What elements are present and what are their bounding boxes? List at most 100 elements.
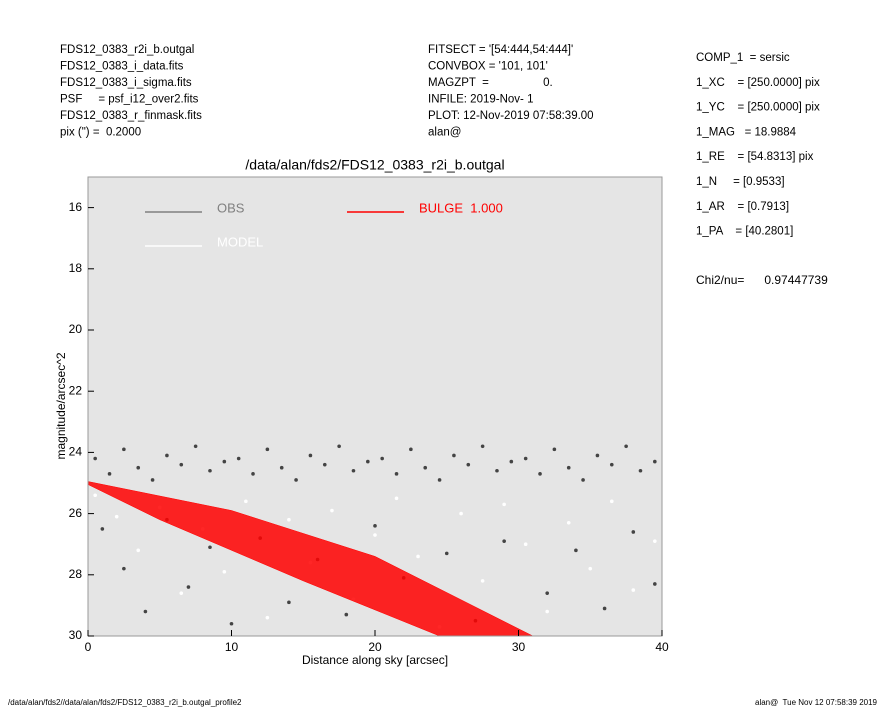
x-tick-label: 30 bbox=[512, 640, 526, 654]
footer-left: /data/alan/fds2//data/alan/fds2/FDS12_03… bbox=[8, 698, 242, 707]
y-tick-label: 28 bbox=[69, 567, 83, 581]
header-middle-line: INFILE: 2019-Nov- 1 bbox=[428, 94, 533, 106]
data-point bbox=[495, 468, 499, 473]
header-middle-line: FITSECT = '[54:444,54:444]' bbox=[428, 44, 573, 56]
data-point bbox=[480, 579, 485, 583]
y-tick-label: 18 bbox=[69, 261, 83, 275]
y-tick-label: 22 bbox=[69, 383, 83, 397]
y-axis-label: magnitude/arcsec^2 bbox=[54, 352, 68, 459]
plot-marks bbox=[88, 444, 657, 636]
data-point bbox=[574, 548, 578, 553]
header-left-line: pix (") = 0.2000 bbox=[60, 127, 141, 139]
data-point bbox=[444, 551, 449, 556]
data-point bbox=[366, 459, 370, 464]
y-tick-label: 26 bbox=[69, 506, 83, 520]
data-point bbox=[265, 615, 270, 620]
data-point bbox=[602, 606, 607, 611]
data-point bbox=[294, 478, 298, 482]
data-point bbox=[631, 530, 636, 534]
data-point bbox=[136, 465, 141, 470]
data-point bbox=[552, 447, 557, 452]
data-point bbox=[437, 478, 442, 482]
header-right-line: COMP_1 = sersic bbox=[696, 52, 790, 64]
data-point bbox=[193, 444, 198, 449]
data-point bbox=[114, 514, 119, 519]
data-point bbox=[581, 478, 585, 482]
data-point bbox=[93, 493, 97, 498]
data-point bbox=[631, 588, 636, 592]
header-right-line: 1_MAG = 18.9884 bbox=[696, 126, 797, 138]
data-point bbox=[322, 462, 327, 467]
header-right-line: 1_PA = [40.2801] bbox=[696, 226, 793, 238]
data-point bbox=[394, 496, 399, 501]
x-tick-label: 10 bbox=[225, 640, 239, 654]
legend-label: BULGE 1.000 bbox=[419, 200, 503, 215]
data-point bbox=[244, 499, 248, 504]
data-point bbox=[638, 468, 643, 473]
data-point bbox=[107, 472, 112, 476]
data-point bbox=[308, 453, 313, 458]
data-point bbox=[186, 585, 191, 589]
header-left-line: FDS12_0383_i_data.fits bbox=[60, 61, 184, 73]
header-left-line: FDS12_0383_i_sigma.fits bbox=[60, 77, 192, 89]
data-point bbox=[208, 468, 212, 473]
data-point bbox=[459, 511, 463, 516]
data-point bbox=[279, 465, 284, 470]
data-point bbox=[423, 465, 428, 470]
data-point bbox=[122, 566, 126, 571]
data-point bbox=[373, 524, 377, 528]
data-point bbox=[624, 444, 628, 449]
data-point bbox=[523, 456, 528, 461]
header-left-line: PSF = psf_i12_over2.fits bbox=[60, 94, 199, 106]
data-point bbox=[236, 456, 241, 461]
header-left-line: FDS12_0383_r2i_b.outgal bbox=[60, 44, 194, 56]
x-axis-label: Distance along sky [arcsec] bbox=[302, 653, 448, 667]
y-tick-label: 30 bbox=[69, 628, 83, 642]
data-point bbox=[251, 472, 255, 476]
data-point bbox=[609, 499, 614, 504]
legend-label: OBS bbox=[217, 200, 245, 215]
data-point bbox=[344, 612, 349, 617]
data-point bbox=[287, 517, 291, 522]
data-point bbox=[136, 548, 141, 553]
data-point bbox=[502, 502, 506, 507]
data-point bbox=[588, 566, 593, 571]
data-point bbox=[229, 621, 234, 626]
y-tick-label: 20 bbox=[69, 322, 83, 336]
data-point bbox=[416, 554, 420, 559]
header-right-line: 1_YC = [250.0000] pix bbox=[696, 102, 820, 114]
data-point bbox=[330, 508, 334, 513]
data-point bbox=[179, 591, 184, 595]
data-point bbox=[653, 459, 657, 464]
header-right-line: 1_XC = [250.0000] pix bbox=[696, 77, 820, 89]
header-middle-line: CONVBOX = '101, 101' bbox=[428, 61, 548, 73]
data-point bbox=[466, 462, 471, 467]
data-point bbox=[222, 569, 227, 574]
legend-label: MODEL bbox=[217, 234, 263, 249]
y-tick-label: 24 bbox=[69, 445, 83, 459]
data-point bbox=[609, 462, 614, 467]
data-point bbox=[502, 539, 506, 543]
chart-title: /data/alan/fds2/FDS12_0383_r2i_b.outgal bbox=[245, 157, 504, 173]
x-tick-label: 40 bbox=[655, 640, 669, 654]
data-point bbox=[165, 453, 169, 458]
data-point bbox=[143, 609, 148, 614]
data-point bbox=[394, 472, 399, 476]
header-right-line: 1_N = [0.9533] bbox=[696, 176, 785, 188]
data-point bbox=[545, 591, 549, 595]
data-point bbox=[122, 447, 126, 452]
data-point bbox=[452, 453, 456, 458]
x-tick-label: 20 bbox=[368, 640, 382, 654]
data-point bbox=[545, 609, 549, 614]
data-point bbox=[595, 453, 600, 458]
footer-right: alan@ Tue Nov 12 07:58:39 2019 bbox=[755, 698, 878, 707]
data-point bbox=[351, 468, 356, 473]
data-point bbox=[208, 545, 212, 550]
data-point bbox=[523, 542, 528, 546]
data-point bbox=[509, 459, 514, 464]
header-left-line: FDS12_0383_r_finmask.fits bbox=[60, 110, 202, 122]
y-tick-label: 16 bbox=[69, 200, 83, 214]
header-middle-line: PLOT: 12-Nov-2019 07:58:39.00 bbox=[428, 110, 594, 122]
data-point bbox=[337, 444, 341, 449]
